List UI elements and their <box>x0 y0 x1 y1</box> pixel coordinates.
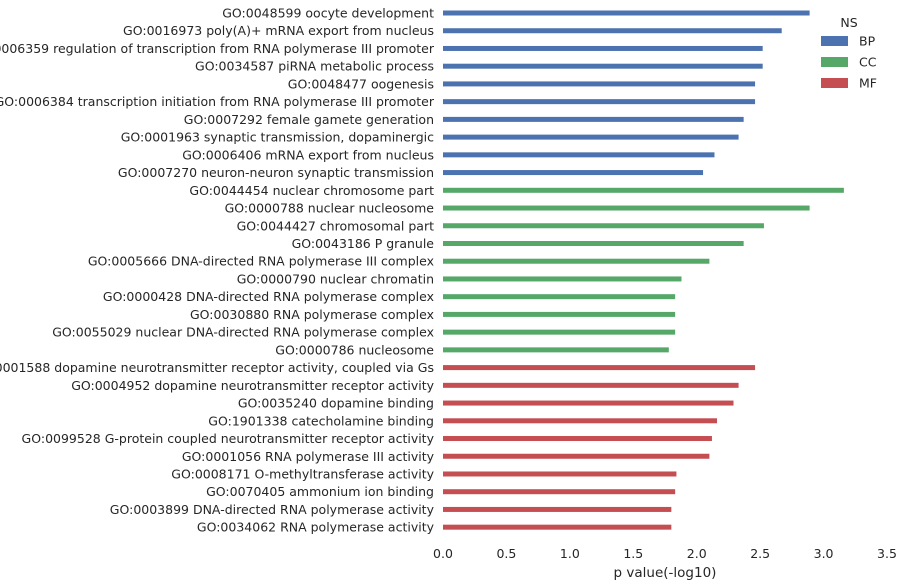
bar-mf <box>443 524 672 530</box>
bar-cc <box>443 187 844 193</box>
category-label: GO:0000790 nuclear chromatin <box>237 271 434 286</box>
bars-layer <box>443 10 844 530</box>
category-label: GO:0006384 transcription initiation from… <box>0 94 435 109</box>
category-label: GO:0005666 DNA-directed RNA polymerase I… <box>88 254 434 269</box>
legend-label-bp: BP <box>859 34 876 49</box>
category-label: GO:0044427 chromosomal part <box>237 218 434 233</box>
bar-bp <box>443 81 756 87</box>
category-label: GO:0006359 regulation of transcription f… <box>0 41 435 56</box>
bar-cc <box>443 258 710 264</box>
category-label: GO:0048599 oocyte development <box>222 6 434 21</box>
legend-label-cc: CC <box>859 55 877 70</box>
bar-cc <box>443 329 676 335</box>
x-tick-label: 3.5 <box>877 546 897 561</box>
bar-mf <box>443 436 712 442</box>
bar-bp <box>443 99 756 105</box>
bar-cc <box>443 205 810 211</box>
category-label: GO:0001056 RNA polymerase III activity <box>182 449 435 464</box>
legend: NS BP CC MF <box>821 15 877 91</box>
category-label: GO:0035240 dopamine binding <box>238 396 434 411</box>
bar-cc <box>443 311 676 317</box>
x-tick-label: 0.5 <box>496 546 516 561</box>
category-label: GO:0034587 piRNA metabolic process <box>195 59 434 74</box>
bar-mf <box>443 453 710 459</box>
bar-bp <box>443 10 810 16</box>
x-tick-label: 1.5 <box>623 546 643 561</box>
bar-cc <box>443 223 764 229</box>
category-label: GO:0000786 nucleosome <box>275 342 434 357</box>
category-label: GO:0055029 nuclear DNA-directed RNA poly… <box>52 325 434 340</box>
category-label: GO:0099528 G-protein coupled neurotransm… <box>22 431 435 446</box>
bar-bp <box>443 170 704 176</box>
category-labels: GO:0048599 oocyte development GO:0016973 … <box>0 6 435 535</box>
legend-swatch-mf <box>821 78 848 88</box>
bar-mf <box>443 418 718 424</box>
x-tick-label: 1.0 <box>560 546 580 561</box>
legend-title: NS <box>840 15 857 30</box>
bar-bp <box>443 28 782 34</box>
category-label: GO:0016973 poly(A)+ mRNA export from nuc… <box>123 23 434 38</box>
bar-mf <box>443 489 676 495</box>
category-label: GO:0070405 ammonium ion binding <box>206 484 434 499</box>
category-label: GO:0006406 mRNA export from nucleus <box>182 147 434 162</box>
category-label: GO:0001963 synaptic transmission, dopami… <box>121 130 434 145</box>
bar-cc <box>443 276 682 282</box>
x-axis-ticks: 0.0 0.5 1.0 1.5 2.0 2.5 3.0 3.5 <box>433 546 897 561</box>
category-label: GO:0001588 dopamine neurotransmitter rec… <box>0 360 434 375</box>
bar-bp <box>443 63 763 69</box>
x-tick-label: 2.0 <box>687 546 707 561</box>
bar-bp <box>443 152 715 158</box>
bar-bp <box>443 134 739 140</box>
bar-mf <box>443 471 677 477</box>
legend-swatch-cc <box>821 57 848 67</box>
category-label: GO:0030880 RNA polymerase complex <box>190 307 434 322</box>
category-label: GO:0044454 nuclear chromosome part <box>189 183 434 198</box>
category-label: GO:0004952 dopamine neurotransmitter rec… <box>71 378 434 393</box>
bar-mf <box>443 382 739 388</box>
bar-bp <box>443 45 763 51</box>
bar-bp <box>443 116 744 122</box>
bar-mf <box>443 506 672 512</box>
category-label: GO:0003899 DNA-directed RNA polymerase a… <box>110 502 435 517</box>
category-label: GO:0007292 female gamete generation <box>184 112 434 127</box>
bar-mf <box>443 365 756 371</box>
bar-cc <box>443 240 744 246</box>
bar-cc <box>443 294 676 300</box>
category-label: GO:0008171 O-methyltransferase activity <box>171 466 434 481</box>
x-tick-label: 0.0 <box>433 546 453 561</box>
x-axis-title: p value(-log10) <box>614 565 717 581</box>
category-label: GO:0000428 DNA-directed RNA polymerase c… <box>103 289 434 304</box>
bar-mf <box>443 400 734 406</box>
legend-swatch-bp <box>821 36 848 46</box>
category-label: GO:1901338 catecholamine binding <box>208 413 434 428</box>
bar-cc <box>443 347 669 353</box>
category-label: GO:0034062 RNA polymerase activity <box>197 520 435 535</box>
category-label: GO:0007270 neuron-neuron synaptic transm… <box>118 165 434 180</box>
x-tick-label: 2.5 <box>750 546 770 561</box>
category-label: GO:0048477 oogenesis <box>288 76 434 91</box>
category-label: GO:0000788 nuclear nucleosome <box>225 201 435 216</box>
category-label: GO:0043186 P granule <box>292 236 435 251</box>
legend-label-mf: MF <box>859 76 877 91</box>
x-tick-label: 3.0 <box>814 546 834 561</box>
